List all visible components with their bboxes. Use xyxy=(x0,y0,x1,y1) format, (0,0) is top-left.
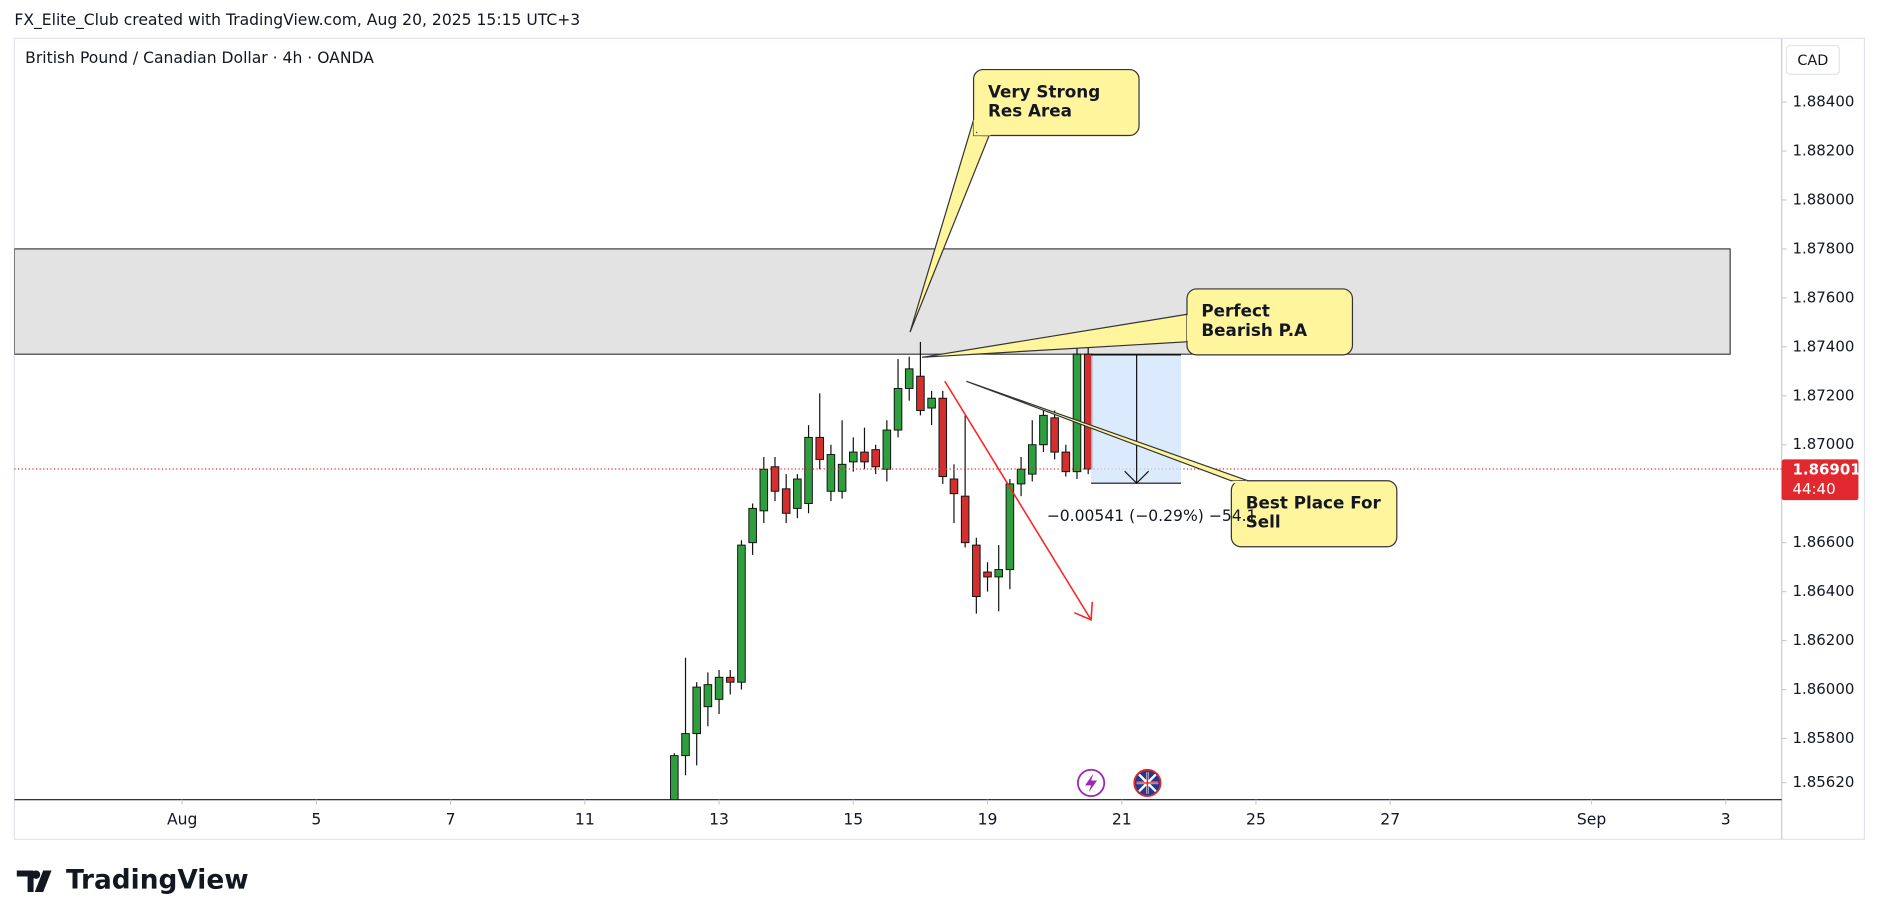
candle-body xyxy=(849,451,858,463)
candle-body xyxy=(725,676,735,683)
x-tick-label: 21 xyxy=(1112,811,1132,829)
x-tick-label: 15 xyxy=(843,811,863,829)
measure-label: −0.00541 (−0.29%) −54.1 xyxy=(1047,507,1257,525)
trend-arrow-head xyxy=(1073,601,1094,622)
x-tick-label: 5 xyxy=(311,811,321,829)
resistance-zone xyxy=(14,248,1731,355)
candle-body xyxy=(692,686,701,735)
trend-arrow xyxy=(944,380,1092,621)
callout-line: Very Strong xyxy=(988,81,1100,101)
candle-body xyxy=(737,544,746,683)
candle-body xyxy=(837,463,847,492)
x-tick-label: Sep xyxy=(1577,811,1606,829)
last-price-label: 1.86901 xyxy=(1792,461,1860,479)
y-tick-label: 1.87800 xyxy=(1792,239,1854,257)
event-icon-glyph xyxy=(1085,773,1098,793)
candle-body xyxy=(938,397,948,478)
x-tick-label: 27 xyxy=(1380,811,1400,829)
currency-label: CAD xyxy=(1797,53,1828,69)
candle-body xyxy=(904,368,914,389)
callout-box xyxy=(1230,480,1398,548)
x-tick-label: 13 xyxy=(709,811,729,829)
candle-body xyxy=(770,466,780,492)
logo-text: TradingView xyxy=(66,866,249,896)
candle-body xyxy=(871,449,880,468)
candle-body xyxy=(1072,353,1082,473)
y-tick-label: 1.88000 xyxy=(1792,190,1854,208)
candle-body xyxy=(815,436,825,460)
countdown-label: 44:40 xyxy=(1792,480,1835,498)
candle-body xyxy=(1061,451,1071,473)
flag-cross-red xyxy=(1136,772,1159,794)
y-tick-label: 1.88400 xyxy=(1792,93,1854,111)
candle-body xyxy=(949,478,959,495)
candle-body xyxy=(703,684,713,708)
candle-body xyxy=(748,507,757,544)
measure-arrow-head xyxy=(1124,470,1150,485)
callout-line: Bearish P.A xyxy=(1201,320,1307,340)
last-price-badge xyxy=(1781,459,1859,501)
candle-body xyxy=(1005,483,1015,571)
callout-line: Res Area xyxy=(988,101,1072,121)
candle-body xyxy=(916,375,925,411)
x-tick-label: 3 xyxy=(1721,811,1731,829)
axes: 1.88400 1.88200 1.88000 1.87800 1.87600 1.874… xyxy=(167,93,1861,829)
x-tick-label: 11 xyxy=(575,811,595,829)
y-tick-label: 1.87600 xyxy=(1792,288,1854,306)
y-tick-label: 1.86000 xyxy=(1792,680,1854,698)
y-tick-label: 1.85620 xyxy=(1792,773,1854,791)
symbol-title: British Pound / Canadian Dollar · 4h · O… xyxy=(25,49,374,67)
candle-body xyxy=(1027,444,1037,475)
candle-body xyxy=(826,454,836,492)
y-tick-label: 1.86400 xyxy=(1792,582,1854,600)
candle-body xyxy=(793,478,802,509)
candle-body xyxy=(882,429,892,470)
x-tick-label: 19 xyxy=(978,811,998,829)
candle-body xyxy=(1083,353,1093,470)
y-tick-label: 1.88200 xyxy=(1792,141,1854,159)
y-tick-label: 1.87200 xyxy=(1792,386,1854,404)
x-tick-label: 7 xyxy=(446,811,456,829)
candle-body xyxy=(983,571,992,578)
callout-text: Perfect Bearish P.A xyxy=(1201,301,1307,340)
candle-body xyxy=(1050,417,1059,453)
candle-body xyxy=(960,495,970,544)
callout-line: Perfect xyxy=(1201,301,1270,321)
drawings: Very Strong Res Area Perfect Bearish P.A… xyxy=(909,68,1398,798)
callout-line: Sell xyxy=(1246,512,1281,532)
candle-body xyxy=(994,569,1003,578)
x-tick-label: Aug xyxy=(167,811,197,829)
y-tick-label: 1.86200 xyxy=(1792,631,1854,649)
candle-body xyxy=(860,451,869,463)
candle-body xyxy=(681,733,690,757)
logo-mark xyxy=(16,870,52,893)
callout-join xyxy=(973,119,991,136)
y-tick-label: 1.87000 xyxy=(1792,435,1854,453)
y-tick-label: 1.87400 xyxy=(1792,337,1854,355)
candle-body xyxy=(927,397,936,409)
x-tick-label: 25 xyxy=(1246,811,1266,829)
currency-badge xyxy=(1785,44,1840,75)
candle-body xyxy=(972,544,981,597)
candle-body xyxy=(893,387,903,431)
candle-body xyxy=(670,755,679,800)
candle-body xyxy=(759,468,769,512)
callout-box xyxy=(1186,288,1354,356)
candle-body xyxy=(714,676,724,700)
y-tick-label: 1.86600 xyxy=(1792,533,1854,551)
y-tick-label: 1.85800 xyxy=(1792,729,1854,747)
callout-line: Best Place For xyxy=(1246,493,1382,513)
candle-body xyxy=(804,436,813,504)
chart-frame xyxy=(13,37,1866,840)
logo: TradingView xyxy=(16,866,249,896)
candle-body xyxy=(781,488,791,514)
candle-body xyxy=(1039,414,1048,446)
callout-text: Best Place For Sell xyxy=(1246,493,1387,532)
plot-area xyxy=(14,248,1782,800)
candle-body xyxy=(1016,468,1026,485)
header-attribution: FX_Elite_Club created with TradingView.c… xyxy=(14,11,580,30)
callout-text: Very Strong Res Area xyxy=(988,81,1106,120)
callout-box xyxy=(972,68,1140,137)
